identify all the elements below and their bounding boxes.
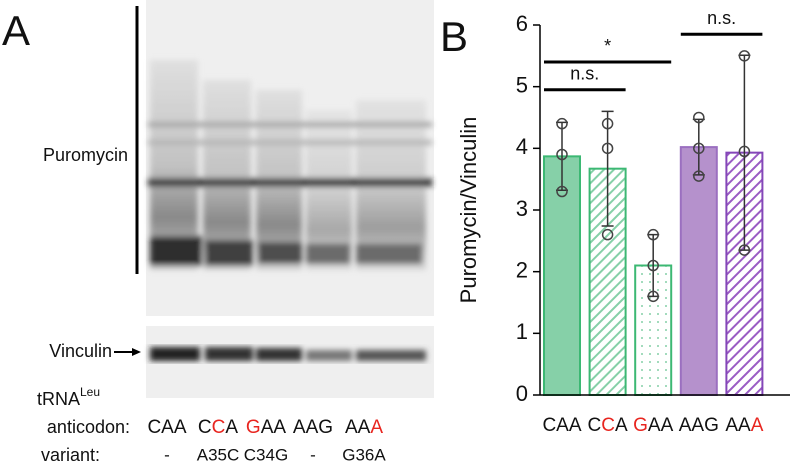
- error-bar: [556, 121, 568, 192]
- panel-label: A: [2, 7, 30, 54]
- letter: A: [161, 417, 174, 438]
- variant-label: C34G: [244, 445, 288, 464]
- y-tick-label: 3: [516, 196, 528, 221]
- row-title: tRNALeu: [37, 385, 100, 409]
- blot-label: Puromycin: [43, 145, 128, 165]
- y-tick-label: 2: [516, 257, 528, 282]
- letter: A: [738, 415, 751, 436]
- data-point: [556, 148, 568, 161]
- significance-label: n.s.: [707, 8, 736, 28]
- y-tick-label: 6: [516, 11, 528, 36]
- letter: A: [370, 417, 383, 438]
- letter: A: [725, 415, 738, 436]
- letter: A: [261, 417, 274, 438]
- significance-label: n.s.: [570, 64, 599, 84]
- letter: C: [542, 415, 556, 436]
- data-point: [556, 185, 568, 198]
- bar: [679, 146, 718, 396]
- data-point: [693, 170, 705, 182]
- y-tick-label: 5: [516, 72, 528, 97]
- data-point: [647, 228, 659, 241]
- data-point: [647, 259, 659, 272]
- data-point: [601, 117, 614, 130]
- x-tick-label: AAG: [293, 417, 333, 438]
- data-point: [556, 117, 568, 130]
- letter: A: [615, 415, 628, 436]
- data-point: [738, 145, 751, 158]
- letter: C: [212, 417, 226, 438]
- row-title-sup: Leu: [80, 385, 100, 399]
- letter: A: [691, 415, 704, 436]
- row-label: anticodon:: [47, 417, 130, 437]
- significance-label: *: [604, 36, 611, 56]
- arrow-head: [132, 348, 141, 356]
- letter: A: [293, 417, 306, 438]
- data-point: [693, 111, 705, 124]
- variant-label: -: [164, 445, 170, 464]
- letter: A: [345, 417, 358, 438]
- letter: G: [633, 415, 648, 436]
- letter: A: [569, 415, 582, 436]
- row-label: variant:: [41, 445, 100, 465]
- letter: A: [661, 415, 674, 436]
- bar: [543, 155, 581, 396]
- x-tick-label: GAA: [246, 417, 286, 438]
- x-tick-label: AAA: [725, 415, 763, 436]
- y-axis-title: Puromycin/Vinculin: [456, 117, 481, 304]
- x-tick-label: CAA: [147, 417, 186, 438]
- letter: A: [358, 417, 371, 438]
- letter: A: [273, 417, 286, 438]
- letter: C: [601, 415, 615, 436]
- y-tick-label: 1: [516, 319, 528, 344]
- blot-puromycin: [146, 0, 434, 316]
- letter: C: [147, 417, 161, 438]
- variant-label: -: [310, 445, 316, 464]
- variant-label: A35C: [197, 445, 240, 464]
- variant-label: G36A: [342, 445, 386, 464]
- data-point: [738, 50, 751, 62]
- data-point: [647, 290, 659, 303]
- letter: G: [318, 417, 333, 438]
- letter: A: [648, 415, 661, 436]
- letter: A: [556, 415, 569, 436]
- error-bar: [647, 233, 660, 298]
- letter: A: [679, 415, 692, 436]
- x-tick-label: AAA: [345, 417, 383, 438]
- letter: C: [588, 415, 602, 436]
- panel-label: B: [440, 13, 468, 60]
- letter: A: [174, 417, 187, 438]
- letter: A: [751, 415, 764, 436]
- data-point: [601, 142, 614, 155]
- error-bar: [738, 54, 751, 251]
- x-tick-label: CCA: [198, 417, 238, 438]
- x-tick-label: CAA: [542, 415, 581, 436]
- letter: A: [306, 417, 319, 438]
- y-tick-label: 4: [516, 134, 528, 159]
- blot-label: Vinculin: [49, 341, 112, 361]
- x-tick-label: AAG: [679, 415, 719, 436]
- data-point: [738, 244, 751, 256]
- letter: G: [704, 415, 719, 436]
- data-point: [601, 228, 614, 241]
- error-bar: [601, 110, 614, 227]
- letter: G: [246, 417, 261, 438]
- x-tick-label: CCA: [588, 415, 628, 436]
- row-title-main: tRNA: [37, 389, 80, 409]
- letter: A: [225, 417, 238, 438]
- y-tick-label: 0: [516, 381, 528, 406]
- data-point: [693, 142, 705, 155]
- letter: C: [198, 417, 212, 438]
- blot-vinculin: [146, 326, 434, 398]
- x-tick-label: GAA: [633, 415, 673, 436]
